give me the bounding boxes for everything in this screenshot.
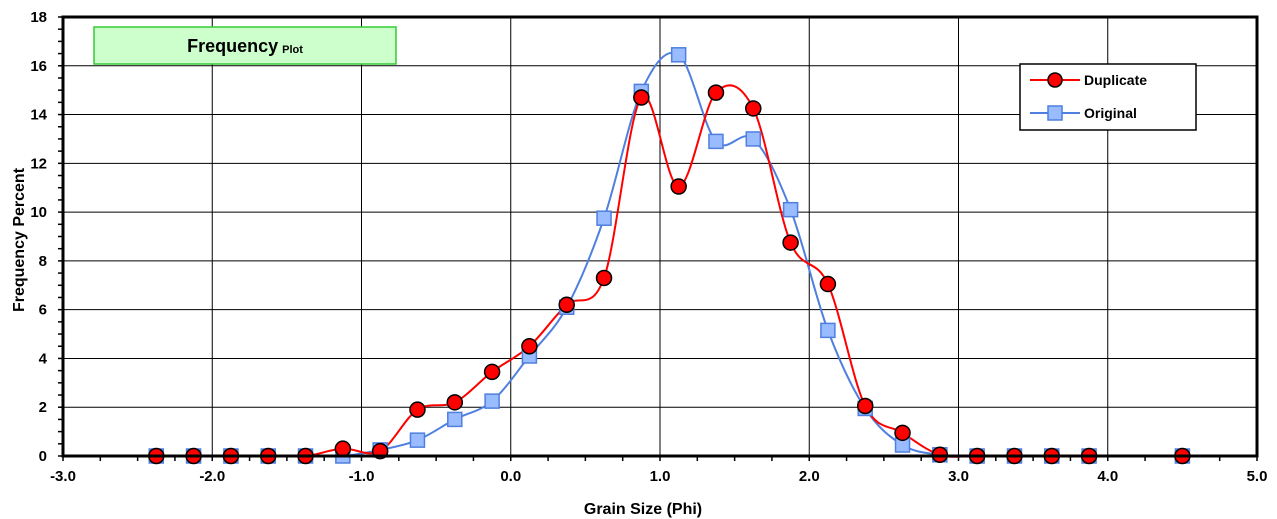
legend-original-marker: [1047, 105, 1063, 121]
x-tick-label: -3.0: [50, 468, 76, 485]
x-axis-title: Grain Size (Phi): [584, 501, 702, 518]
data-point-duplicate: [558, 296, 575, 314]
y-tick-label: 0: [39, 448, 47, 465]
y-tick-label: 4: [39, 350, 48, 367]
y-axis-title: Frequency Percent: [11, 167, 28, 312]
data-point-original: [708, 133, 724, 150]
plot-frame: [61, 15, 1259, 458]
data-point-duplicate: [745, 100, 762, 117]
y-tick-label: 2: [39, 399, 47, 416]
data-point-duplicate: [856, 397, 874, 415]
x-tick-label: -1.0: [349, 468, 375, 485]
data-point-duplicate: [819, 275, 837, 293]
legend-original-label: Original: [1084, 105, 1137, 121]
data-point-duplicate: [894, 424, 911, 442]
data-point-duplicate: [633, 89, 650, 106]
data-point-duplicate: [483, 363, 501, 381]
data-point-original: [409, 432, 426, 448]
x-tick-label: 2.0: [799, 468, 820, 485]
data-point-duplicate: [334, 440, 352, 457]
chart-title: Frequency Plot: [187, 36, 303, 56]
x-tick-label: 3.0: [948, 468, 969, 485]
legend: Duplicate Original: [1019, 63, 1197, 131]
x-tick-label: 1.0: [650, 468, 671, 485]
x-tick-labels: -3.0 -2.0 -1.0 0.0 1.0 2.0 3.0 4.0 5.0: [50, 468, 1267, 485]
data-point-duplicate: [521, 338, 538, 355]
y-tick-label: 18: [30, 9, 47, 26]
grid-lines: [63, 17, 1257, 456]
data-point-duplicate: [782, 234, 799, 251]
x-tick-label: 5.0: [1247, 468, 1268, 485]
y-tick-label: 10: [30, 204, 47, 221]
data-point-original: [484, 393, 500, 409]
y-tick-label: 6: [39, 302, 47, 319]
data-point-duplicate: [595, 269, 613, 287]
x-tick-marks: [62, 456, 1258, 461]
y-tick-label: 12: [30, 155, 47, 172]
data-point-duplicate: [670, 178, 687, 195]
data-point-original: [670, 47, 687, 63]
y-tick-label: 8: [39, 253, 47, 270]
legend-duplicate-label: Duplicate: [1084, 72, 1147, 88]
chart-title-box: Frequency Plot: [93, 26, 397, 65]
y-tick-label: 14: [30, 107, 47, 124]
legend-item-duplicate: Duplicate: [1030, 72, 1147, 88]
legend-duplicate-marker: [1047, 72, 1063, 88]
data-point-original: [820, 322, 836, 339]
legend-item-original: Original: [1030, 105, 1137, 121]
data-point-duplicate: [446, 394, 464, 411]
x-tick-label: 4.0: [1097, 468, 1118, 485]
x-tick-label: 0.0: [500, 468, 521, 485]
data-point-original: [782, 201, 799, 218]
y-tick-labels: 0 2 4 6 8 10 12 14 16 18: [30, 9, 47, 465]
data-point-original: [745, 131, 762, 147]
data-point-duplicate: [409, 401, 426, 418]
y-tick-label: 16: [30, 58, 47, 75]
data-point-original: [447, 411, 463, 428]
data-point-original: [596, 210, 612, 226]
data-point-duplicate: [707, 84, 725, 101]
x-tick-label: -2.0: [199, 468, 225, 485]
